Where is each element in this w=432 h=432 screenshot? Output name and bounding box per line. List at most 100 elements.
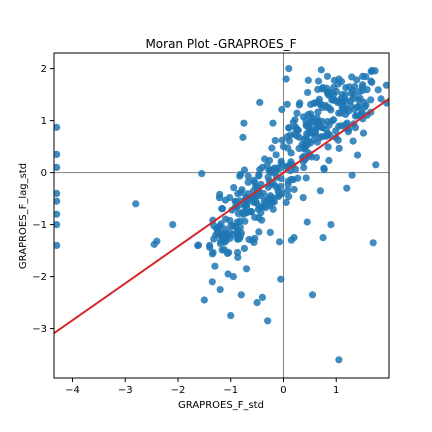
data-point xyxy=(255,171,263,179)
data-point xyxy=(334,136,342,144)
data-point xyxy=(303,218,311,226)
data-point xyxy=(169,221,177,229)
data-point xyxy=(315,118,323,127)
data-point xyxy=(278,105,286,114)
data-point xyxy=(324,143,332,151)
data-point xyxy=(227,312,235,320)
data-point xyxy=(282,198,290,207)
data-point xyxy=(251,213,259,221)
y-axis-ticks: −3 −2 −1 0 1 2 xyxy=(32,64,54,335)
x-axis-ticks: −4 −3 −2 −1 0 1 xyxy=(65,378,339,396)
data-point xyxy=(290,234,298,242)
data-point xyxy=(256,192,265,200)
regression-line-group xyxy=(54,97,389,335)
data-point xyxy=(367,77,375,85)
x-axis-label: GRAPROES_F_std xyxy=(178,400,264,411)
data-point xyxy=(320,166,328,174)
data-point xyxy=(290,185,298,194)
data-point xyxy=(271,136,279,145)
data-point xyxy=(302,174,310,182)
data-point xyxy=(200,296,208,304)
data-point xyxy=(54,210,61,218)
data-point xyxy=(255,228,263,236)
data-point xyxy=(223,249,232,258)
data-point xyxy=(258,293,266,301)
data-point xyxy=(234,190,242,198)
data-point xyxy=(216,239,225,248)
data-point xyxy=(347,102,355,110)
data-point xyxy=(367,96,375,104)
data-point xyxy=(272,151,280,159)
data-point xyxy=(54,123,61,131)
data-point xyxy=(353,151,362,159)
data-point xyxy=(285,65,293,73)
data-point xyxy=(244,178,252,186)
data-point xyxy=(363,85,371,94)
data-point xyxy=(292,125,300,133)
data-point xyxy=(362,101,370,109)
data-point xyxy=(285,137,294,145)
data-point xyxy=(242,265,251,273)
data-point xyxy=(269,205,277,213)
data-point xyxy=(323,131,331,140)
data-point xyxy=(211,262,219,270)
data-point xyxy=(330,96,338,104)
data-point xyxy=(236,217,244,225)
y-tick-label: −2 xyxy=(32,272,47,283)
data-point xyxy=(279,143,288,151)
data-point xyxy=(294,174,302,182)
data-point xyxy=(218,205,227,213)
data-point xyxy=(240,244,248,253)
data-point xyxy=(209,248,217,257)
data-point xyxy=(153,237,161,245)
data-point xyxy=(325,121,333,129)
data-point xyxy=(264,317,272,325)
data-point xyxy=(285,192,293,201)
data-point xyxy=(343,119,351,127)
data-point xyxy=(368,67,376,75)
data-point xyxy=(348,171,356,179)
y-tick-label: −1 xyxy=(32,220,47,231)
data-point xyxy=(317,66,325,74)
data-point xyxy=(382,81,389,89)
data-point xyxy=(240,119,248,127)
data-point xyxy=(237,170,245,178)
data-point xyxy=(283,186,292,194)
data-point xyxy=(324,88,332,96)
data-point xyxy=(54,221,61,229)
y-axis-label: GRAPROES_F_lag_std xyxy=(18,163,29,269)
x-tick-label: −4 xyxy=(65,385,80,396)
data-point xyxy=(132,200,140,208)
data-point xyxy=(222,237,230,245)
data-point xyxy=(248,236,256,244)
data-point xyxy=(359,72,367,80)
data-point xyxy=(277,275,285,283)
data-point xyxy=(282,75,290,83)
data-point xyxy=(194,242,202,250)
data-point xyxy=(54,150,61,158)
data-point xyxy=(266,228,274,236)
data-point xyxy=(259,202,267,210)
data-point xyxy=(369,239,377,247)
data-point xyxy=(335,122,343,130)
data-point xyxy=(318,104,326,112)
data-point xyxy=(337,78,346,86)
data-point xyxy=(253,299,261,307)
data-point xyxy=(304,88,312,97)
data-point xyxy=(276,164,284,172)
data-point xyxy=(300,163,308,172)
data-point xyxy=(212,225,221,233)
data-point xyxy=(311,130,320,138)
data-point xyxy=(250,176,258,184)
data-point xyxy=(301,143,309,151)
data-point xyxy=(221,215,230,223)
data-point xyxy=(372,161,380,169)
x-tick-label: 0 xyxy=(280,385,286,396)
data-point xyxy=(330,116,338,124)
data-point xyxy=(234,210,243,218)
data-point xyxy=(258,163,266,171)
data-point xyxy=(242,203,251,212)
data-point xyxy=(268,196,276,205)
data-point xyxy=(309,116,317,124)
data-point xyxy=(377,95,385,103)
